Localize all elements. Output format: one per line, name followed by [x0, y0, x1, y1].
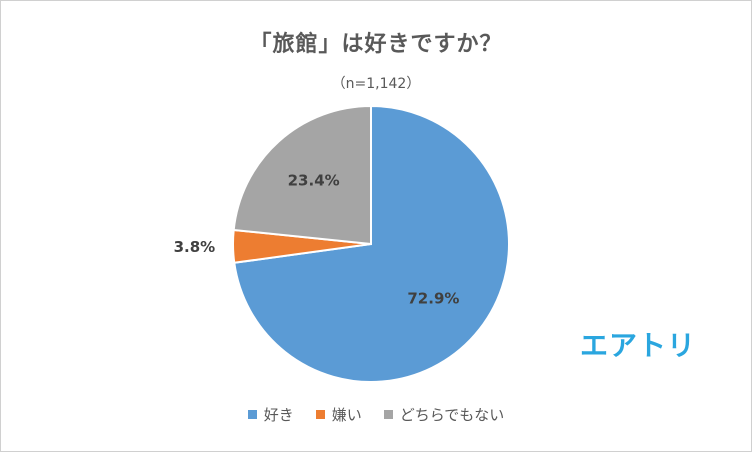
legend-item-3: どちらでもない — [383, 404, 505, 425]
legend-label: 嫌い — [331, 406, 362, 424]
pie-data-label-2: 3.8% — [174, 238, 216, 256]
chart-legend: 好き 嫌い どちらでもない — [0, 404, 752, 425]
chart-title: 「旅館」は好きですか？ — [249, 32, 503, 57]
legend-item-2: 嫌い — [315, 404, 362, 425]
legend-swatch — [247, 410, 257, 419]
chart-subtitle: （n=1,142） — [331, 76, 421, 92]
legend-label: どちらでもない — [399, 406, 505, 424]
pie-data-label-3: 23.4% — [288, 171, 340, 189]
brand-logo: エアトリ — [580, 329, 697, 362]
pie-slice-3 — [232, 104, 372, 246]
legend-label: 好き — [263, 406, 294, 424]
legend-swatch — [383, 410, 393, 419]
pie-data-label-1: 72.9% — [407, 289, 459, 307]
legend-swatch — [315, 410, 325, 419]
legend-item-1: 好き — [247, 404, 294, 425]
